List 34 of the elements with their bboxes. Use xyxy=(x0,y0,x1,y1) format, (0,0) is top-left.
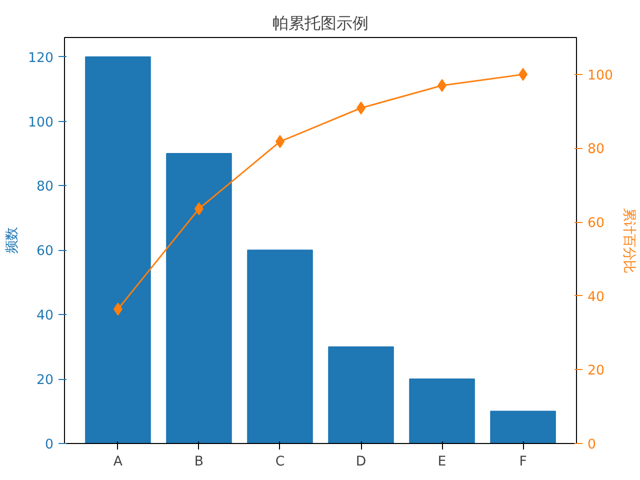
y2-tick-label: 100 xyxy=(588,68,613,84)
y-tick-label: 40 xyxy=(36,308,54,324)
bar xyxy=(85,56,151,444)
y-axis-title: 频数 xyxy=(5,228,20,254)
x-tick-label: C xyxy=(275,454,285,470)
point xyxy=(518,68,528,81)
x-tick-label: B xyxy=(194,454,204,470)
y2-tick-label: 40 xyxy=(588,290,604,305)
y-tick-label: 120 xyxy=(28,50,54,66)
point xyxy=(438,78,447,92)
x-tick-label: A xyxy=(113,454,123,470)
y-tick-label: 100 xyxy=(28,115,54,130)
y2-tick-label: 20 xyxy=(588,364,604,379)
y2-tick-label: 60 xyxy=(588,216,604,232)
y2-tick-label: 0 xyxy=(588,438,596,452)
x-tick-label: E xyxy=(438,454,446,470)
y-tick-label: 80 xyxy=(36,180,54,195)
point xyxy=(113,302,122,316)
y2-axis-title: 累计百分比 xyxy=(620,208,636,273)
y-tick-label: 0 xyxy=(45,438,54,452)
point xyxy=(275,135,284,148)
bar xyxy=(247,250,313,444)
bar xyxy=(166,153,232,444)
bar xyxy=(490,410,556,444)
point xyxy=(194,202,204,216)
y-tick-label: 20 xyxy=(36,373,54,388)
x-tick-label: F xyxy=(519,454,527,470)
y2-tick-label: 80 xyxy=(588,142,604,158)
point xyxy=(356,101,366,114)
bar xyxy=(409,378,475,444)
x-tick-label: D xyxy=(356,454,366,470)
chart-title: 帕累托图示例 xyxy=(272,14,368,32)
y-tick-label: 60 xyxy=(36,244,54,260)
bar xyxy=(328,346,394,444)
